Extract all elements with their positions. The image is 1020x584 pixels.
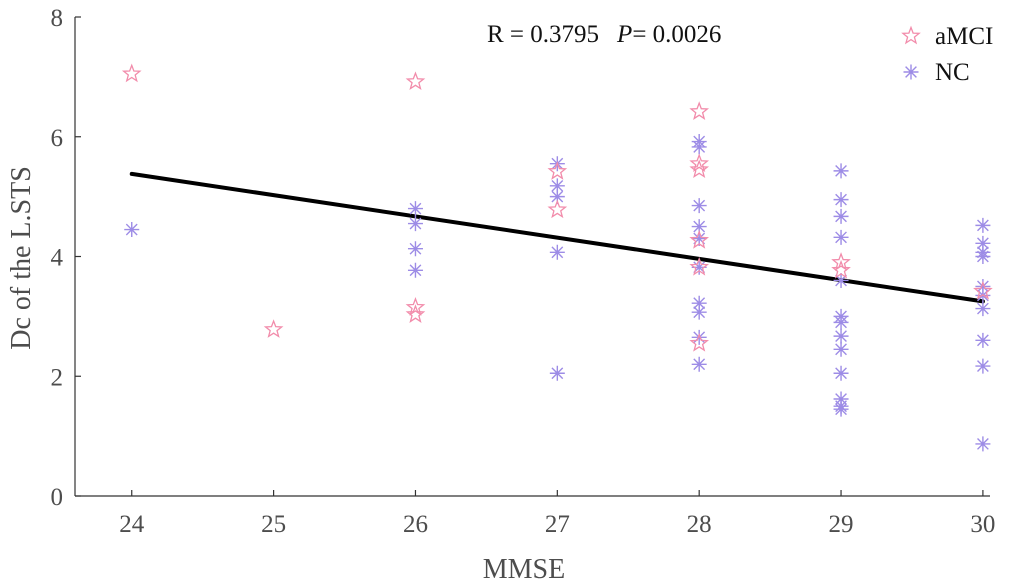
point-nc [833, 314, 849, 330]
point-nc [691, 356, 707, 372]
point-nc [975, 358, 991, 374]
point-nc [407, 201, 423, 217]
point-amci [831, 259, 851, 279]
point-nc [833, 365, 849, 381]
point-nc [975, 278, 991, 294]
axes [74, 17, 990, 497]
point-nc [691, 231, 707, 247]
legend-symbol-amci [901, 25, 921, 45]
point-nc [833, 192, 849, 208]
legend-symbol-nc [903, 64, 919, 80]
point-nc [975, 249, 991, 264]
point-amci [973, 280, 993, 300]
x-tick-label: 28 [687, 511, 712, 538]
point-nc [691, 198, 707, 214]
point-amci [405, 304, 426, 323]
point-amci [689, 229, 710, 249]
legend-label-nc: NC [935, 59, 970, 86]
y-axis-title: Dc of the L.STS [6, 166, 37, 350]
y-tick-label: 8 [51, 5, 64, 32]
x-tick-label: 25 [261, 511, 286, 538]
point-amci [121, 63, 142, 83]
p-value-text: = 0.0026 [632, 21, 721, 48]
x-tick-label: 29 [829, 511, 854, 538]
point-nc [549, 178, 565, 194]
y-tick-label: 6 [51, 125, 64, 152]
x-tick-label: 30 [970, 511, 995, 538]
x-tick-label: 27 [545, 511, 570, 538]
legend-marker-amci [901, 25, 921, 45]
point-nc [833, 401, 849, 417]
x-tick-label: 26 [403, 511, 428, 538]
point-nc [975, 217, 991, 233]
point-nc [407, 262, 423, 278]
point-nc [691, 219, 707, 235]
point-nc [549, 244, 565, 260]
point-nc [691, 329, 707, 345]
point-amci [831, 252, 851, 271]
point-nc [691, 139, 707, 155]
point-nc [691, 295, 707, 311]
points-group [121, 63, 993, 452]
point-amci [547, 161, 568, 180]
point-nc [124, 222, 140, 238]
point-amci [689, 256, 710, 276]
point-amci [547, 199, 568, 219]
point-amci [689, 332, 710, 352]
point-nc [833, 272, 849, 288]
point-nc [691, 259, 707, 275]
point-amci [689, 101, 710, 120]
p-label: P [616, 21, 632, 48]
point-nc [975, 332, 991, 348]
point-nc [833, 163, 849, 179]
point-amci [405, 71, 426, 91]
y-tick-label: 4 [51, 245, 64, 272]
point-nc [833, 208, 849, 224]
point-nc [407, 216, 423, 232]
legend: aMCI NC [901, 23, 993, 86]
point-amci [689, 159, 710, 179]
y-tick-label: 0 [51, 484, 64, 511]
legend-label-amci: aMCI [935, 23, 993, 50]
point-nc [549, 365, 565, 381]
point-amci [405, 297, 426, 316]
point-nc [833, 229, 849, 245]
x-tick-label: 24 [119, 511, 145, 538]
point-nc [975, 301, 991, 317]
stats-annotation: R = 0.3795 P= 0.0026 [487, 21, 721, 48]
point-nc [691, 304, 707, 320]
legend-marker-nc [903, 64, 919, 80]
point-nc [549, 189, 565, 205]
point-amci [263, 319, 284, 338]
point-nc [975, 235, 991, 251]
point-nc [833, 341, 849, 357]
y-tick-label: 2 [51, 364, 64, 391]
x-axis-title: MMSE [483, 554, 565, 584]
point-nc [975, 436, 991, 452]
point-amci [689, 153, 710, 173]
r-value-text: R = 0.3795 [487, 21, 599, 48]
point-nc [833, 328, 849, 344]
point-nc [407, 241, 423, 257]
